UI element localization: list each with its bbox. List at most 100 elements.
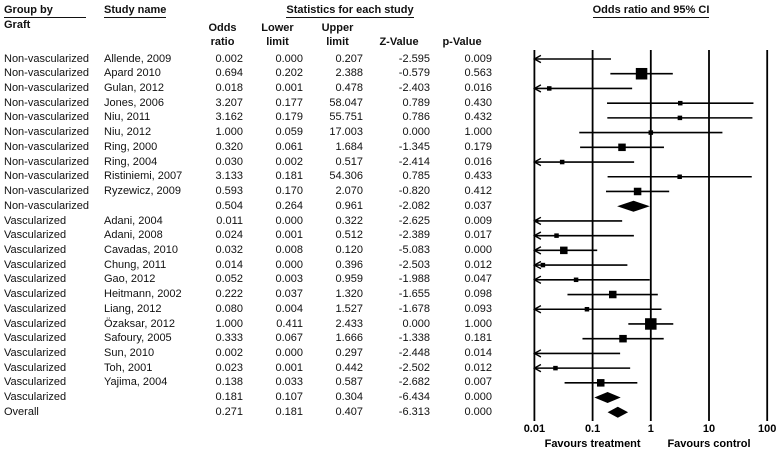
ci-left-arrow <box>532 84 542 93</box>
study-cell: Gulan, 2012 <box>104 82 164 95</box>
odds-ratio-cell: 0.024 <box>215 229 243 242</box>
z-value-cell: -0.820 <box>398 185 430 198</box>
lower-limit-cell: 0.181 <box>275 405 303 418</box>
group-cell: Non-vascularized <box>4 126 89 139</box>
table-row: Non-vascularized Ryzewicz, 2009 0.593 0.170… <box>0 184 778 199</box>
odds-ratio-cell: 0.002 <box>215 346 243 359</box>
upper-limit-cell: 0.442 <box>335 361 363 374</box>
axis-tick-label: 0.01 <box>524 423 545 435</box>
study-cell: Gao, 2012 <box>104 273 156 286</box>
upper-limit-cell: 0.587 <box>335 376 363 389</box>
z-value-cell: -6.434 <box>398 391 430 404</box>
p-value-cell: 0.047 <box>464 273 492 286</box>
table-row: Non-vascularized Gulan, 2012 0.018 0.001 0.4… <box>0 81 778 96</box>
effect-marker <box>559 159 565 165</box>
study-cell: Ring, 2000 <box>104 140 158 153</box>
z-value-cell: 0.000 <box>402 317 430 330</box>
graft-label: Graft <box>4 19 31 31</box>
upper-limit-cell: 1.684 <box>335 140 363 153</box>
study-cell: Ring, 2004 <box>104 155 158 168</box>
upper-limit-cell: 0.478 <box>335 82 363 95</box>
group-cell: Vascularized <box>4 243 67 256</box>
table-row: Non-vascularized Niu, 2012 1.000 0.059 17.00… <box>0 125 778 140</box>
lower-limit-cell: 0.179 <box>275 111 303 124</box>
axis-tick-label: 0.1 <box>585 423 600 435</box>
table-row: Vascularized Heitmann, 2002 0.222 0.037 1.32… <box>0 287 778 302</box>
odds-ratio-cell: 0.504 <box>215 199 243 212</box>
lower-limit-cell: 0.001 <box>275 82 303 95</box>
axis-tick-label: 100 <box>758 423 776 435</box>
effect-marker <box>554 233 559 238</box>
lower-limit-cell: 0.264 <box>275 199 303 212</box>
group-cell: Vascularized <box>4 361 67 374</box>
lower-limit-cell: 0.181 <box>275 170 303 183</box>
odds-ratio-cell: 3.207 <box>215 96 243 109</box>
table-row: Vascularized Chung, 2011 0.014 0.000 0.396 -2… <box>0 258 778 273</box>
stats-title: Statistics for each study <box>200 4 500 18</box>
group-cell: Non-vascularized <box>4 185 89 198</box>
ci-left-arrow <box>532 363 542 373</box>
effect-marker <box>609 290 617 299</box>
table-row: Non-vascularized Allende, 2009 0.002 0.000 0… <box>0 52 778 67</box>
study-cell: Apard 2010 <box>104 67 161 80</box>
upper-limit-cell: 2.070 <box>335 185 363 198</box>
upper-limit-cell: 0.407 <box>335 405 363 418</box>
study-cell: Liang, 2012 <box>104 302 162 315</box>
odds-ratio-cell: 0.052 <box>215 273 243 286</box>
z-value-cell: -2.625 <box>398 214 430 227</box>
p-value-cell: 0.007 <box>464 376 492 389</box>
p-value-cell: 0.000 <box>464 243 492 256</box>
p-value-cell: 1.000 <box>464 317 492 330</box>
group-cell: Vascularized <box>4 346 67 359</box>
table-row: Non-vascularized Ristiniemi, 2007 3.133 0.1… <box>0 169 778 184</box>
z-value-cell: -2.502 <box>398 361 430 374</box>
study-cell: Heitmann, 2002 <box>104 288 182 301</box>
ci-left-arrow <box>532 305 542 314</box>
p-value-cell: 1.000 <box>464 126 492 139</box>
effect-marker <box>648 130 654 135</box>
table-row: Non-vascularized Niu, 2011 3.162 0.179 55.75… <box>0 110 778 125</box>
group-cell: Vascularized <box>4 229 67 242</box>
table-row: Non-vascularized Ring, 2000 0.320 0.061 1.68… <box>0 140 778 155</box>
odds-ratio-cell: 0.014 <box>215 258 243 271</box>
upper-limit-cell: 17.003 <box>329 126 363 139</box>
study-table: Non-vascularized Allende, 2009 0.002 0.000 0… <box>0 52 778 420</box>
effect-marker <box>677 174 682 180</box>
table-row: Vascularized Liang, 2012 0.080 0.004 1.527 -1… <box>0 302 778 317</box>
p-value-cell: 0.037 <box>464 199 492 212</box>
z-value-cell: -2.448 <box>398 346 430 359</box>
effect-marker <box>573 277 579 283</box>
ci-left-arrow <box>532 157 542 167</box>
effect-marker <box>535 219 539 223</box>
odds-ratio-cell: 0.593 <box>215 185 243 198</box>
table-row: Non-vascularized Ring, 2004 0.030 0.002 0.51… <box>0 155 778 170</box>
lower-limit-cell: 0.061 <box>275 140 303 153</box>
group-cell: Non-vascularized <box>4 155 89 168</box>
group-cell: Non-vascularized <box>4 199 89 212</box>
lower-limit-cell: 0.004 <box>275 302 303 315</box>
z-value-cell: -1.678 <box>398 302 430 315</box>
lower-limit-cell: 0.000 <box>275 214 303 227</box>
p-value-cell: 0.412 <box>464 185 492 198</box>
odds-ratio-cell: 0.023 <box>215 361 243 374</box>
lower-limit-cell: 0.000 <box>275 346 303 359</box>
effect-marker <box>553 365 558 371</box>
p-value-cell: 0.098 <box>464 288 492 301</box>
group-cell: Non-vascularized <box>4 170 89 183</box>
lower-limit-cell: 0.059 <box>275 126 303 139</box>
study-name-header: Study name <box>104 4 167 18</box>
group-cell: Vascularized <box>4 273 67 286</box>
col-header-odds-ratio: Odds ratio <box>208 22 237 48</box>
p-value-cell: 0.093 <box>464 302 492 315</box>
study-cell: Ristiniemi, 2007 <box>104 170 183 183</box>
table-row: Vascularized Toh, 2001 0.023 0.001 0.442 -2.5… <box>0 361 778 376</box>
effect-marker <box>547 86 552 91</box>
odds-ratio-cell: 1.000 <box>215 126 243 139</box>
group-cell: Non-vascularized <box>4 96 89 109</box>
p-value-cell: 0.016 <box>464 82 492 95</box>
z-value-cell: -6.313 <box>398 405 430 418</box>
ci-left-arrow <box>532 260 542 270</box>
odds-ratio-cell: 0.181 <box>215 391 243 404</box>
study-cell: Ryzewicz, 2009 <box>104 185 182 198</box>
